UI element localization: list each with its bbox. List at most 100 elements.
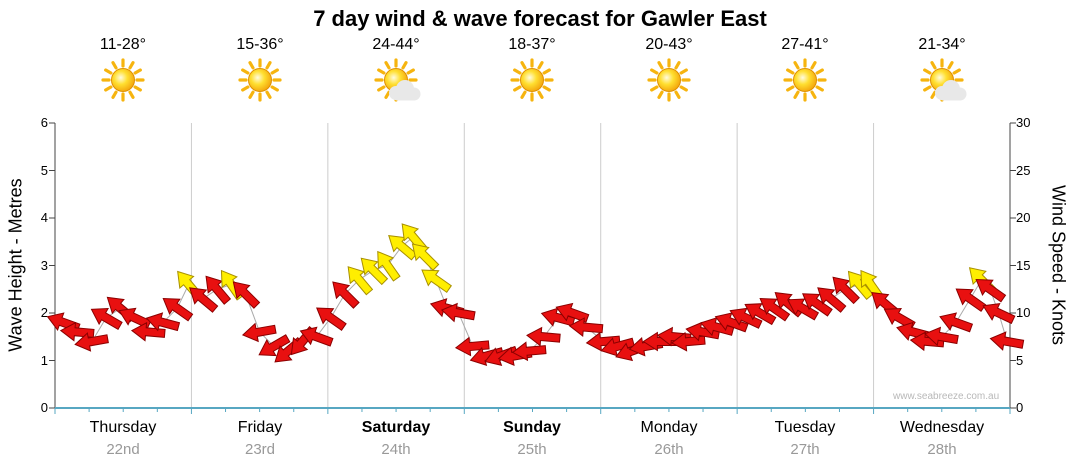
date-label: 25th (517, 441, 547, 458)
wind-arrow-shape (924, 326, 959, 347)
wind-arrow-shape (360, 257, 389, 286)
wind-arrow-shape (511, 341, 547, 362)
wind-arrow (440, 302, 476, 323)
wind-arrow-shape (74, 332, 109, 352)
wind-arrow-shape (401, 223, 428, 253)
wind-arrow (526, 326, 561, 347)
wind-arrow (241, 322, 277, 343)
day-footer-friday: Friday 23rd (195, 419, 325, 458)
wind-arrow (555, 302, 590, 323)
wind-arrow-shape (786, 298, 820, 321)
wind-arrow-shape (454, 336, 490, 357)
wind-arrow-shape (377, 250, 401, 282)
wind-arrow-shape (440, 302, 476, 323)
wind-arrow (258, 334, 291, 357)
wind-arrow (411, 243, 440, 271)
wind-arrow (145, 312, 181, 332)
wind-arrow-shape (989, 331, 1025, 351)
wind-arrow-shape (232, 281, 261, 309)
right-tick-30: 30 (1016, 115, 1031, 130)
wind-arrow-shape (982, 302, 1016, 325)
wind-arrow-shape (258, 334, 291, 357)
day-label: Wednesday (899, 419, 985, 436)
right-tick-5: 5 (1016, 352, 1024, 368)
wind-arrow (205, 275, 232, 305)
wind-arrow (729, 307, 763, 329)
day-footer-sunday: Sunday 25th (467, 419, 597, 458)
temp-range: 11-28° (99, 36, 147, 53)
wind-arrow (332, 281, 360, 309)
wind-arrow (232, 281, 261, 309)
day-footer-tuesday: Tuesday 27th (740, 419, 870, 458)
wind-arrow-shape (729, 307, 763, 329)
day-header-thursday: 11-28° (58, 36, 188, 103)
wind-arrow (377, 250, 401, 282)
date-label: 28th (927, 441, 957, 458)
wind-arrow-shape (759, 298, 791, 322)
wind-arrow (939, 312, 974, 333)
day-label: Monday (640, 419, 698, 436)
wind-arrow (817, 287, 847, 313)
day-footer-saturday: Saturday 24th (331, 419, 461, 458)
wind-arrow-shape (90, 307, 123, 330)
wind-arrow-shape (162, 298, 194, 322)
wind-arrow (802, 293, 833, 317)
day-label: Friday (237, 419, 283, 436)
left-tick-0: 0 (40, 400, 48, 415)
wind-arrow (162, 298, 194, 322)
wind-arrow (511, 341, 547, 362)
date-label: 27th (790, 441, 820, 458)
wind-arrow (714, 312, 749, 333)
wind-arrow-shape (555, 302, 590, 323)
wind-arrow-shape (955, 288, 987, 312)
wind-arrow (744, 303, 777, 326)
wind-arrow (347, 266, 374, 296)
wind-arrow (130, 321, 166, 342)
temp-range: 27-41° (781, 36, 829, 53)
wind-arrow (786, 298, 820, 321)
wind-arrow (982, 302, 1016, 325)
right-tick-0: 0 (1016, 400, 1024, 415)
right-tick-25: 25 (1016, 162, 1031, 178)
wind-arrow (955, 288, 987, 312)
left-tick-1: 1 (40, 352, 48, 368)
day-footer-thursday: Thursday 22nd (58, 419, 188, 458)
day-header-monday: 20-43° (604, 36, 734, 103)
wind-arrow (832, 276, 860, 305)
wind-arrow (759, 298, 791, 322)
left-tick-5: 5 (40, 162, 48, 178)
wind-arrow-shape (975, 279, 1007, 303)
day-footer-wednesday: Wednesday 28th (877, 419, 1007, 458)
date-label: 26th (654, 441, 684, 458)
wind-arrow-shape (411, 243, 440, 271)
wind-arrow (74, 332, 109, 352)
wind-arrow-shape (130, 321, 166, 342)
temp-range: 24-44° (372, 36, 420, 53)
wind-arrow-shape (860, 269, 884, 301)
wind-arrow (189, 287, 219, 313)
wind-arrow (454, 336, 490, 357)
date-label: 22nd (106, 441, 140, 458)
temp-range: 20-43° (645, 36, 693, 53)
wind-arrow-shape (585, 331, 621, 352)
wind-arrow (975, 279, 1007, 303)
wind-arrow-shape (832, 276, 860, 305)
wind-arrow (316, 307, 347, 331)
temp-range: 18-37° (508, 36, 556, 53)
wind-arrow-shape (189, 287, 219, 313)
date-label: 23rd (244, 441, 276, 458)
wind-arrow-shape (332, 281, 360, 309)
wind-arrow (860, 269, 884, 301)
day-header-tuesday: 27-41° (740, 36, 870, 103)
wind-arrow-shape (802, 293, 833, 317)
right-tick-15: 15 (1016, 257, 1031, 273)
wind-arrow-shape (299, 326, 334, 347)
wind-arrow (421, 269, 452, 293)
day-label: Saturday (361, 419, 431, 436)
day-label: Sunday (503, 419, 561, 436)
wind-arrow (600, 337, 635, 357)
day-header-saturday: 24-44° (331, 36, 461, 103)
left-tick-3: 3 (40, 257, 48, 273)
wind-arrow-shape (817, 287, 847, 313)
